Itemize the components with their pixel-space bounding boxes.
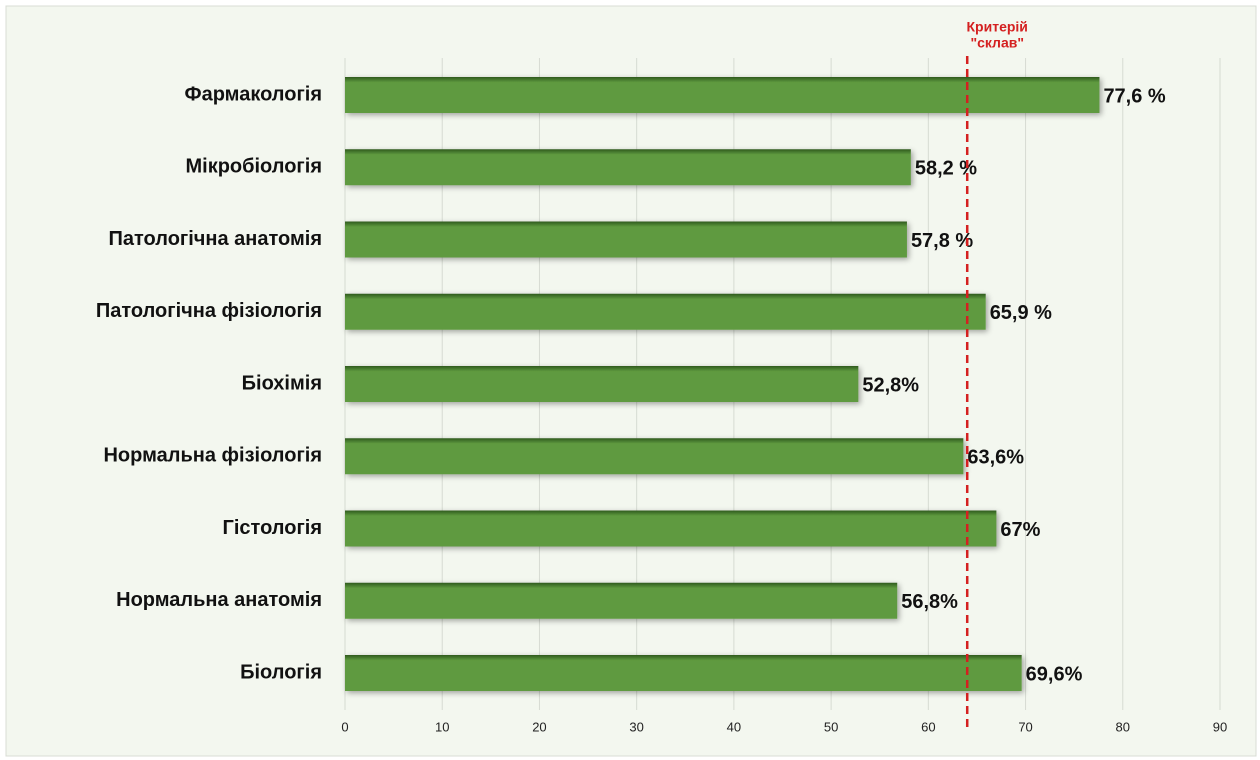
bar (345, 149, 911, 186)
value-label: 52,8% (862, 374, 919, 396)
x-tick-label: 50 (824, 719, 838, 734)
y-tick-label: Нормальна фізіологія (103, 445, 322, 467)
x-tick-label: 40 (727, 719, 741, 734)
x-tick-label: 90 (1213, 719, 1227, 734)
y-tick-label: Гістологія (223, 517, 322, 539)
value-label: 77,6 % (1103, 85, 1165, 107)
bar (345, 655, 1022, 691)
value-label: 57,8 % (911, 230, 973, 252)
y-tick-label: Нормальна анатомія (116, 589, 322, 611)
y-tick-label: Біохімія (242, 372, 322, 394)
x-tick-label: 60 (921, 719, 935, 734)
reference-label: Критерій (967, 19, 1028, 35)
value-label: 67% (1000, 519, 1040, 541)
bar (345, 582, 898, 619)
x-tick-label: 0 (341, 719, 348, 734)
bar (345, 77, 1100, 113)
x-tick-label: 70 (1018, 719, 1032, 734)
y-tick-label: Патологічна анатомія (109, 228, 323, 250)
bar (345, 510, 997, 547)
x-tick-label: 10 (435, 719, 449, 734)
bar (345, 438, 964, 475)
x-tick-label: 80 (1116, 719, 1130, 734)
y-tick-label: Патологічна фізіологія (96, 300, 322, 322)
y-tick-label: Біологія (240, 661, 322, 683)
bar (345, 293, 986, 330)
value-label: 65,9 % (990, 302, 1052, 324)
y-tick-label: Фармакологія (185, 83, 322, 105)
x-tick-label: 30 (629, 719, 643, 734)
bar (345, 221, 907, 258)
bar (345, 366, 859, 402)
reference-label: "склав" (970, 35, 1024, 51)
value-label: 63,6% (967, 447, 1024, 469)
y-tick-label: Мікробіологія (185, 156, 322, 178)
value-label: 58,2 % (915, 158, 977, 180)
value-label: 69,6% (1026, 663, 1083, 685)
value-label: 56,8% (901, 591, 958, 613)
x-tick-label: 20 (532, 719, 546, 734)
